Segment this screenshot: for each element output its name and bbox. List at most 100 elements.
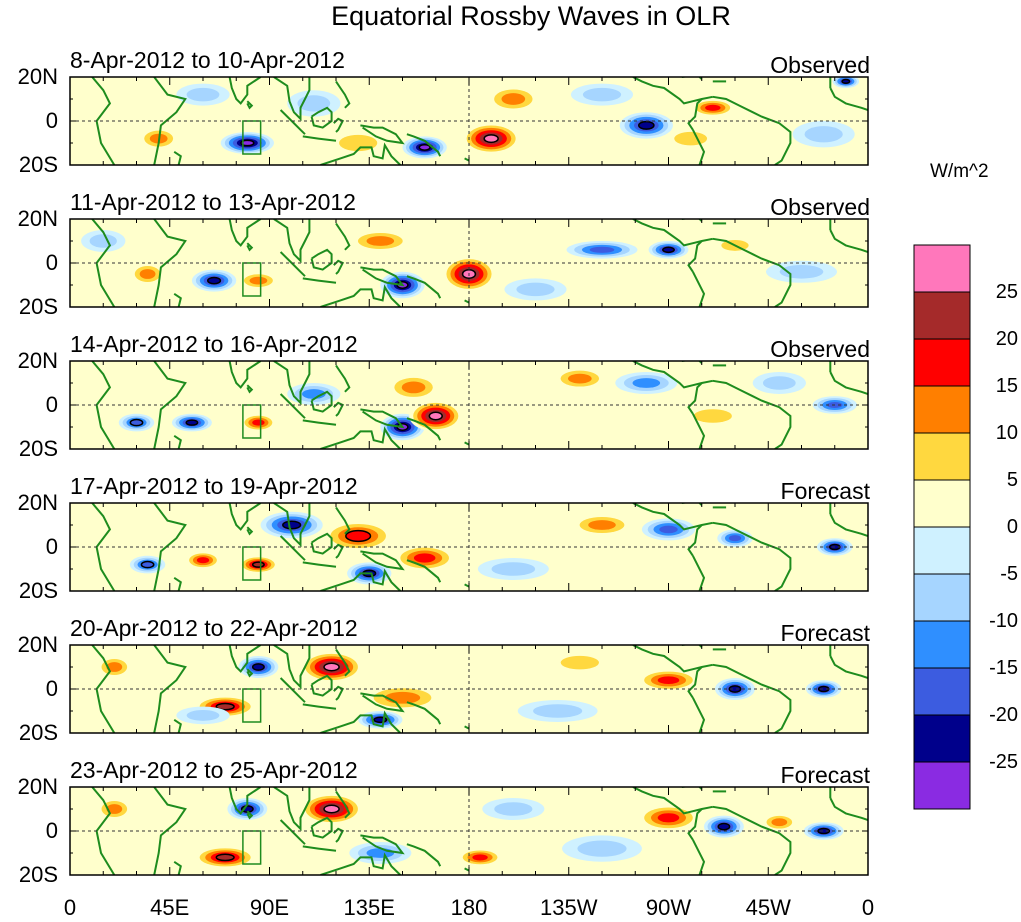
olr-anomaly-cell xyxy=(96,798,133,820)
coastline xyxy=(310,532,333,555)
coastline xyxy=(279,393,306,419)
coastline xyxy=(406,559,442,583)
map-panel xyxy=(69,76,869,166)
olr-anomaly-cell xyxy=(362,684,443,711)
olr-anomaly-cell xyxy=(191,269,237,292)
coastline xyxy=(320,710,402,733)
lon-tick-label: 135W xyxy=(540,895,598,920)
olr-anomaly-cell xyxy=(504,278,567,301)
coastline xyxy=(464,441,470,446)
lat-tick-label: 20S xyxy=(18,862,58,887)
colorbar-swatch xyxy=(913,714,971,763)
coastline xyxy=(91,503,116,591)
coastline xyxy=(246,384,254,394)
lon-tick-label: 180 xyxy=(450,895,488,920)
lat-tick-label: 20S xyxy=(18,152,58,177)
coastline xyxy=(406,133,442,157)
olr-anomaly-cell xyxy=(176,83,230,106)
map-panel xyxy=(69,644,869,734)
olr-anomaly-cell xyxy=(238,555,279,574)
coastline xyxy=(464,299,470,304)
olr-anomaly-cell xyxy=(570,83,634,106)
coastline xyxy=(279,677,306,703)
coastline xyxy=(246,242,254,252)
coastline xyxy=(320,142,402,165)
coastline xyxy=(91,219,116,307)
lat-tick-label: 20N xyxy=(17,64,58,89)
coastline xyxy=(228,787,262,815)
olr-anomaly-cell xyxy=(548,651,611,674)
panel-date-range: 14-Apr-2012 to 16-Apr-2012 xyxy=(70,331,358,357)
coastline xyxy=(91,77,116,165)
coastline xyxy=(692,271,706,307)
coastline xyxy=(712,521,792,591)
coastline xyxy=(310,390,333,413)
coastline xyxy=(632,219,713,247)
coastline xyxy=(464,725,470,730)
coastline xyxy=(335,222,351,251)
olr-anomaly-cell xyxy=(832,77,860,88)
colorbar-tick-label: 25 xyxy=(995,281,1018,303)
lon-tick-label: 45E xyxy=(150,895,190,920)
coastline xyxy=(632,645,713,673)
coastline xyxy=(335,364,351,393)
coastline xyxy=(153,645,187,733)
lat-tick-label: 20N xyxy=(17,632,58,657)
coastline xyxy=(153,361,187,449)
lat-tick-label: 0 xyxy=(45,818,58,843)
map-panel xyxy=(69,786,869,876)
coastline xyxy=(246,810,254,820)
panel-date-range: 23-Apr-2012 to 25-Apr-2012 xyxy=(70,757,358,783)
colorbar-swatch xyxy=(913,338,971,387)
panel-date-range: 8-Apr-2012 to 10-Apr-2012 xyxy=(70,47,345,73)
olr-anomaly-cell xyxy=(690,99,735,117)
coastline xyxy=(273,645,311,690)
colorbar-tick-label: 0 xyxy=(1006,516,1018,538)
coastline xyxy=(712,95,792,165)
olr-anomaly-cell xyxy=(477,558,549,580)
coastline xyxy=(687,808,703,841)
colorbar-tick-label: -20 xyxy=(989,704,1018,726)
panel-kind-label: Forecast xyxy=(780,762,870,788)
olr-anomaly-cell xyxy=(96,656,133,678)
olr-anomaly-cell xyxy=(570,514,634,536)
lat-tick-label: 20S xyxy=(18,578,58,603)
coastline xyxy=(632,503,713,531)
coastline xyxy=(687,98,703,131)
olr-anomaly-cell xyxy=(171,413,212,432)
coastline xyxy=(246,668,254,678)
lat-tick-label: 20S xyxy=(18,294,58,319)
lon-tick-label: 90W xyxy=(645,895,692,920)
coastline xyxy=(360,124,405,145)
olr-anomaly-cell xyxy=(715,678,755,700)
coastline xyxy=(153,77,187,165)
coastline xyxy=(464,867,470,872)
lat-tick-label: 20N xyxy=(17,490,58,515)
olr-anomaly-cell xyxy=(648,241,689,259)
coastline xyxy=(320,568,402,591)
coastline xyxy=(687,666,703,699)
colorbar xyxy=(913,244,971,810)
coastline xyxy=(712,237,792,307)
olr-anomaly-cell xyxy=(194,846,257,869)
colorbar-swatch xyxy=(913,291,971,340)
olr-anomaly-cell xyxy=(322,520,394,552)
coastline xyxy=(228,77,262,105)
olr-anomaly-cell xyxy=(240,413,277,432)
coastline xyxy=(829,87,868,111)
coastline xyxy=(279,109,306,135)
panel-date-range: 11-Apr-2012 to 13-Apr-2012 xyxy=(70,189,356,215)
olr-anomaly-cell xyxy=(703,815,744,838)
lat-tick-label: 20S xyxy=(18,436,58,461)
lat-tick-label: 20S xyxy=(18,720,58,745)
coastline xyxy=(273,361,311,406)
chart-title: Equatorial Rossby Waves in OLR xyxy=(331,1,731,31)
lat-tick-label: 0 xyxy=(45,392,58,417)
coastline xyxy=(302,845,337,852)
olr-anomaly-cell xyxy=(717,529,753,547)
colorbar-swatch xyxy=(913,526,971,575)
coastline xyxy=(829,229,868,253)
coastline xyxy=(279,535,306,561)
colorbar-swatch xyxy=(913,432,971,481)
olr-anomaly-cell xyxy=(664,127,718,150)
